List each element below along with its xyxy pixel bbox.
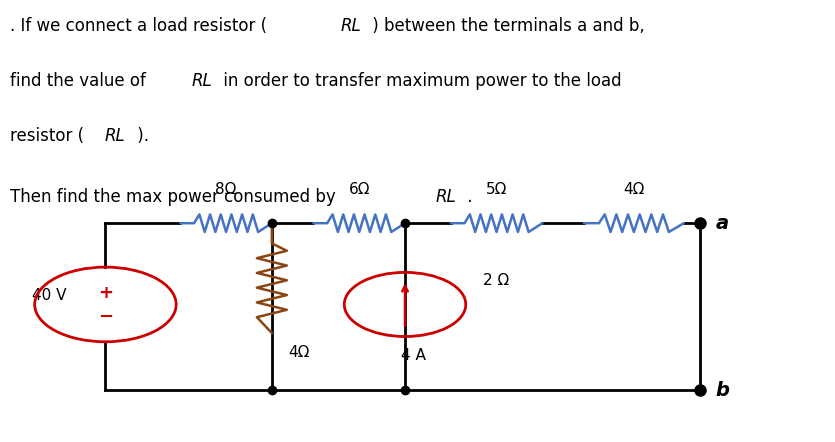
Text: 4Ω: 4Ω [289, 345, 310, 360]
Text: Then find the max power consumed by: Then find the max power consumed by [10, 188, 341, 206]
Text: ) between the terminals a and b,: ) between the terminals a and b, [367, 17, 645, 35]
Text: 4 A: 4 A [401, 348, 426, 363]
Text: RL: RL [191, 72, 212, 90]
Text: RL: RL [435, 188, 456, 206]
Text: resistor (: resistor ( [10, 126, 84, 145]
Text: .: . [462, 188, 473, 206]
Text: b: b [716, 381, 730, 400]
Text: 2 Ω: 2 Ω [483, 273, 509, 288]
Text: +: + [98, 285, 113, 302]
Text: 5Ω: 5Ω [486, 182, 507, 197]
Text: a: a [716, 213, 729, 232]
Text: ).: ). [132, 126, 149, 145]
Text: 4Ω: 4Ω [623, 182, 645, 197]
Text: 8Ω: 8Ω [215, 182, 237, 197]
Text: find the value of: find the value of [10, 72, 151, 90]
Text: . If we connect a load resistor (: . If we connect a load resistor ( [10, 17, 266, 35]
Text: 6Ω: 6Ω [348, 182, 370, 197]
Text: in order to transfer maximum power to the load: in order to transfer maximum power to th… [218, 72, 621, 90]
Text: 40 V: 40 V [33, 288, 67, 303]
Text: −: − [98, 308, 113, 326]
Text: RL: RL [105, 126, 125, 145]
Text: RL: RL [340, 17, 361, 35]
